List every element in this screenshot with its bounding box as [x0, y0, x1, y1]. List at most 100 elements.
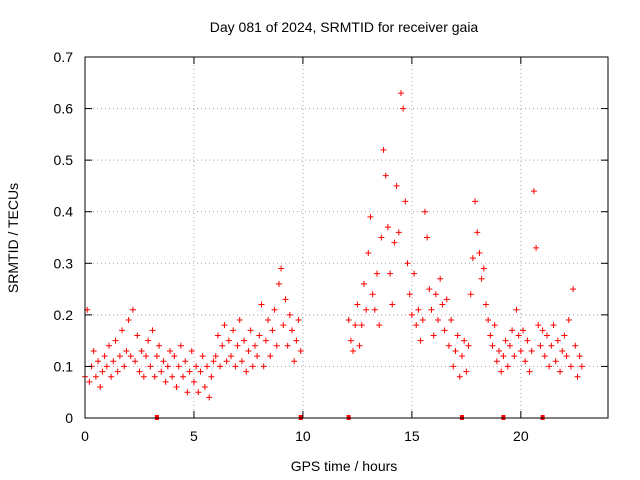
data-point: [140, 373, 147, 380]
data-point: [206, 394, 213, 401]
data-point: [356, 342, 363, 349]
data-point: [90, 347, 97, 354]
data-point: [496, 347, 503, 354]
data-point: [541, 353, 548, 360]
data-point: [391, 239, 398, 246]
data-point: [454, 332, 461, 339]
x-axis-label: GPS time / hours: [291, 458, 398, 474]
data-point: [371, 306, 378, 313]
data-point: [380, 146, 387, 153]
data-point: [138, 347, 145, 354]
data-point: [474, 229, 481, 236]
data-point: [119, 327, 126, 334]
data-point: [378, 234, 385, 241]
data-point: [565, 317, 572, 324]
data-point: [554, 337, 561, 344]
data-point: [415, 306, 422, 313]
data-point: [127, 353, 134, 360]
data-point: [186, 368, 193, 375]
data-point: [502, 337, 509, 344]
data-point: [456, 373, 463, 380]
y-tick-label: 0: [65, 410, 73, 426]
data-point: [539, 327, 546, 334]
data-point: [249, 363, 256, 370]
data-point: [520, 327, 527, 334]
data-point: [295, 317, 302, 324]
data-point: [574, 373, 581, 380]
data-point: [145, 337, 152, 344]
x-tick-label: 5: [190, 428, 198, 444]
data-point: [95, 358, 102, 365]
data-point: [467, 291, 474, 298]
data-point: [448, 317, 455, 324]
data-point: [177, 342, 184, 349]
data-point: [450, 363, 457, 370]
data-point: [234, 342, 241, 349]
data-point: [367, 213, 374, 220]
data-point: [498, 368, 505, 375]
y-tick-label: 0.1: [54, 358, 74, 374]
data-point: [476, 249, 483, 256]
data-point: [143, 353, 150, 360]
data-point: [136, 368, 143, 375]
data-point: [550, 322, 557, 329]
data-point: [129, 306, 136, 313]
data-point: [262, 337, 269, 344]
data-point: [221, 322, 228, 329]
data-point: [350, 347, 357, 354]
data-point: [210, 358, 217, 365]
data-point: [572, 342, 579, 349]
data-point: [563, 353, 570, 360]
data-point: [125, 317, 132, 324]
data-point: [271, 306, 278, 313]
data-point: [452, 347, 459, 354]
data-point: [526, 368, 533, 375]
x-tick-label: 15: [404, 428, 420, 444]
data-point: [184, 389, 191, 396]
data-point: [421, 208, 428, 215]
data-point: [517, 347, 524, 354]
data-point: [175, 363, 182, 370]
data-point: [284, 342, 291, 349]
data-point: [500, 353, 507, 360]
data-point: [275, 280, 282, 287]
chart-title: Day 081 of 2024, SRMTID for receiver gai…: [210, 19, 479, 35]
data-point: [441, 327, 448, 334]
data-point: [533, 244, 540, 251]
data-point: [393, 182, 400, 189]
data-point: [123, 347, 130, 354]
data-point: [265, 317, 272, 324]
data-point: [358, 322, 365, 329]
data-point: [506, 342, 513, 349]
data-point: [389, 301, 396, 308]
y-axis-label: SRMTID / TECUs: [5, 183, 21, 293]
data-point: [543, 332, 550, 339]
data-point: [570, 286, 577, 293]
data-point: [238, 358, 245, 365]
data-point: [212, 353, 219, 360]
data-point: [105, 342, 112, 349]
data-point: [559, 347, 566, 354]
data-point: [397, 90, 404, 97]
data-point: [411, 270, 418, 277]
data-point: [134, 332, 141, 339]
data-point: [552, 358, 559, 365]
data-point: [169, 373, 176, 380]
x-tick-label: 0: [81, 428, 89, 444]
data-point: [360, 280, 367, 287]
data-point: [208, 373, 215, 380]
data-point: [199, 353, 206, 360]
data-point: [225, 337, 232, 344]
y-tick-label: 0.2: [54, 307, 74, 323]
data-point: [190, 378, 197, 385]
grid: [85, 57, 608, 418]
data-point: [465, 342, 472, 349]
data-point: [576, 353, 583, 360]
data-point: [116, 353, 123, 360]
data-point: [485, 317, 492, 324]
data-point: [530, 188, 537, 195]
data-point: [478, 275, 485, 282]
data-point: [269, 327, 276, 334]
data-point: [469, 255, 476, 262]
data-point: [480, 265, 487, 272]
